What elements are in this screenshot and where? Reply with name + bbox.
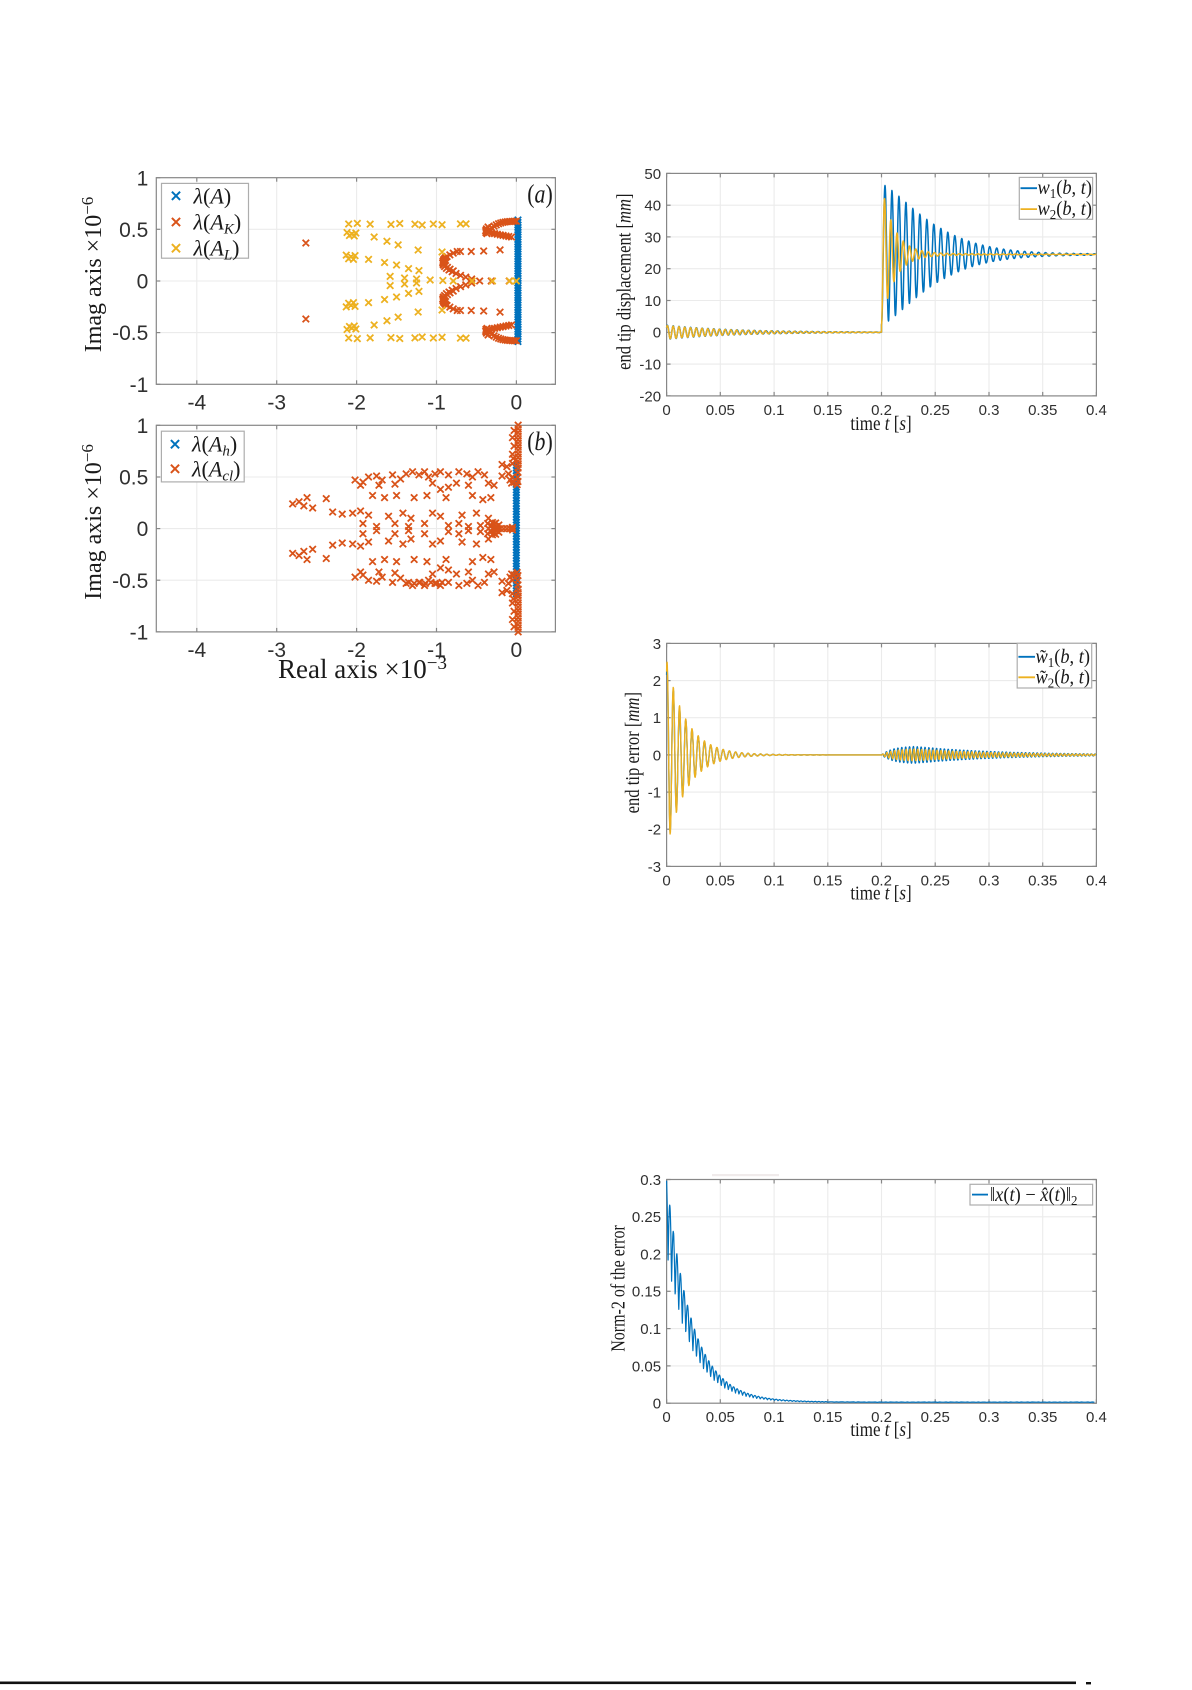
svg-text:0.3: 0.3 xyxy=(979,402,1000,419)
svg-text:0.3: 0.3 xyxy=(979,1409,1000,1426)
svg-text:0.25: 0.25 xyxy=(632,1209,661,1226)
svg-text:end tip error [mm]: end tip error [mm] xyxy=(622,692,644,813)
svg-text:0.3: 0.3 xyxy=(640,1172,661,1189)
svg-text:0.15: 0.15 xyxy=(813,402,842,419)
svg-text:0.05: 0.05 xyxy=(632,1358,661,1375)
svg-text:0.15: 0.15 xyxy=(813,1409,842,1426)
svg-text:(b): (b) xyxy=(527,428,552,456)
svg-text:2: 2 xyxy=(653,673,661,690)
svg-text:-1: -1 xyxy=(130,622,149,645)
svg-text:0: 0 xyxy=(662,872,670,889)
svg-text:-1: -1 xyxy=(130,374,149,397)
svg-text:10: 10 xyxy=(644,293,661,310)
svg-text:0.35: 0.35 xyxy=(1028,872,1057,889)
svg-text:time t [s]: time t [s] xyxy=(850,1419,911,1442)
svg-text:0: 0 xyxy=(653,325,661,342)
svg-text:0.2: 0.2 xyxy=(871,872,892,889)
svg-text:0.1: 0.1 xyxy=(764,402,785,419)
svg-text:0.35: 0.35 xyxy=(1028,402,1057,419)
svg-text:λ(Acl): λ(Acl) xyxy=(191,456,240,484)
svg-text:-3: -3 xyxy=(648,859,661,876)
svg-text:-1: -1 xyxy=(427,639,446,662)
svg-text:0.15: 0.15 xyxy=(632,1284,661,1301)
svg-text:0.15: 0.15 xyxy=(813,872,842,889)
svg-text:-1: -1 xyxy=(427,391,446,414)
svg-text:0: 0 xyxy=(662,1409,670,1426)
svg-text:0: 0 xyxy=(511,639,523,662)
svg-text:40: 40 xyxy=(644,198,661,215)
svg-text:0.1: 0.1 xyxy=(764,1409,785,1426)
svg-text:w2(b, t): w2(b, t) xyxy=(1038,198,1092,222)
svg-text:0: 0 xyxy=(137,518,149,541)
svg-text:-10: -10 xyxy=(639,357,661,374)
svg-text:-2: -2 xyxy=(347,639,366,662)
svg-text:λ(A): λ(A) xyxy=(193,183,232,208)
svg-text:time t [s]: time t [s] xyxy=(850,882,911,905)
svg-text:-0.5: -0.5 xyxy=(112,570,148,593)
svg-text:λ(Ah): λ(Ah) xyxy=(191,432,237,460)
svg-text:20: 20 xyxy=(644,261,661,278)
svg-text:0.25: 0.25 xyxy=(921,872,950,889)
svg-text:λ(AL): λ(AL) xyxy=(193,236,240,264)
svg-text:1: 1 xyxy=(653,710,661,727)
svg-text:-20: -20 xyxy=(639,388,661,405)
svg-text:-2: -2 xyxy=(347,391,366,414)
svg-text:‖x(t) − x̂(t)‖2: ‖x(t) − x̂(t)‖2 xyxy=(990,1184,1077,1208)
svg-text:-3: -3 xyxy=(267,639,286,662)
svg-text:0: 0 xyxy=(653,1396,661,1413)
svg-text:end tip displacement [mm]: end tip displacement [mm] xyxy=(613,194,635,370)
svg-text:-3: -3 xyxy=(267,391,286,414)
svg-text:0.2: 0.2 xyxy=(871,1409,892,1426)
svg-text:1: 1 xyxy=(137,415,149,438)
svg-text:0.4: 0.4 xyxy=(1086,402,1107,419)
svg-text:(a): (a) xyxy=(527,181,552,209)
svg-text:0.5: 0.5 xyxy=(119,467,148,490)
svg-text:3: 3 xyxy=(653,636,661,653)
svg-text:0.1: 0.1 xyxy=(764,872,785,889)
svg-text:-1: -1 xyxy=(648,785,661,802)
svg-text:Imag axis ×10−6: Imag axis ×10−6 xyxy=(78,197,107,353)
svg-text:0.35: 0.35 xyxy=(1028,1409,1057,1426)
svg-text:30: 30 xyxy=(644,229,661,246)
svg-text:Norm-2 of the error: Norm-2 of the error xyxy=(607,1225,629,1352)
svg-text:0.2: 0.2 xyxy=(640,1247,661,1264)
svg-text:-2: -2 xyxy=(648,822,661,839)
svg-text:λ(AK): λ(AK) xyxy=(193,210,242,238)
svg-text:50: 50 xyxy=(644,166,661,183)
svg-text:0: 0 xyxy=(137,271,149,294)
svg-text:0.05: 0.05 xyxy=(706,872,735,889)
svg-text:-4: -4 xyxy=(187,391,206,414)
svg-text:-0.5: -0.5 xyxy=(112,322,148,345)
svg-text:0.1: 0.1 xyxy=(640,1321,661,1338)
svg-text:0.5: 0.5 xyxy=(119,219,148,242)
svg-text:1: 1 xyxy=(137,167,149,190)
svg-text:0: 0 xyxy=(653,747,661,764)
svg-text:0.05: 0.05 xyxy=(706,402,735,419)
svg-text:0.25: 0.25 xyxy=(921,402,950,419)
svg-text:time t [s]: time t [s] xyxy=(850,413,911,436)
svg-text:w̃2(b, t): w̃2(b, t) xyxy=(1036,667,1090,691)
svg-text:-4: -4 xyxy=(187,639,206,662)
svg-text:0.3: 0.3 xyxy=(979,872,1000,889)
svg-text:0.25: 0.25 xyxy=(921,1409,950,1426)
svg-text:Real axis ×10−3: Real axis ×10−3 xyxy=(278,653,447,684)
svg-text:0: 0 xyxy=(662,402,670,419)
svg-text:0: 0 xyxy=(511,391,523,414)
svg-text:Imag axis ×10−6: Imag axis ×10−6 xyxy=(78,444,107,600)
svg-text:0.05: 0.05 xyxy=(706,1409,735,1426)
svg-text:0.4: 0.4 xyxy=(1086,1409,1107,1426)
svg-text:0.2: 0.2 xyxy=(871,402,892,419)
svg-text:0.4: 0.4 xyxy=(1086,872,1107,889)
